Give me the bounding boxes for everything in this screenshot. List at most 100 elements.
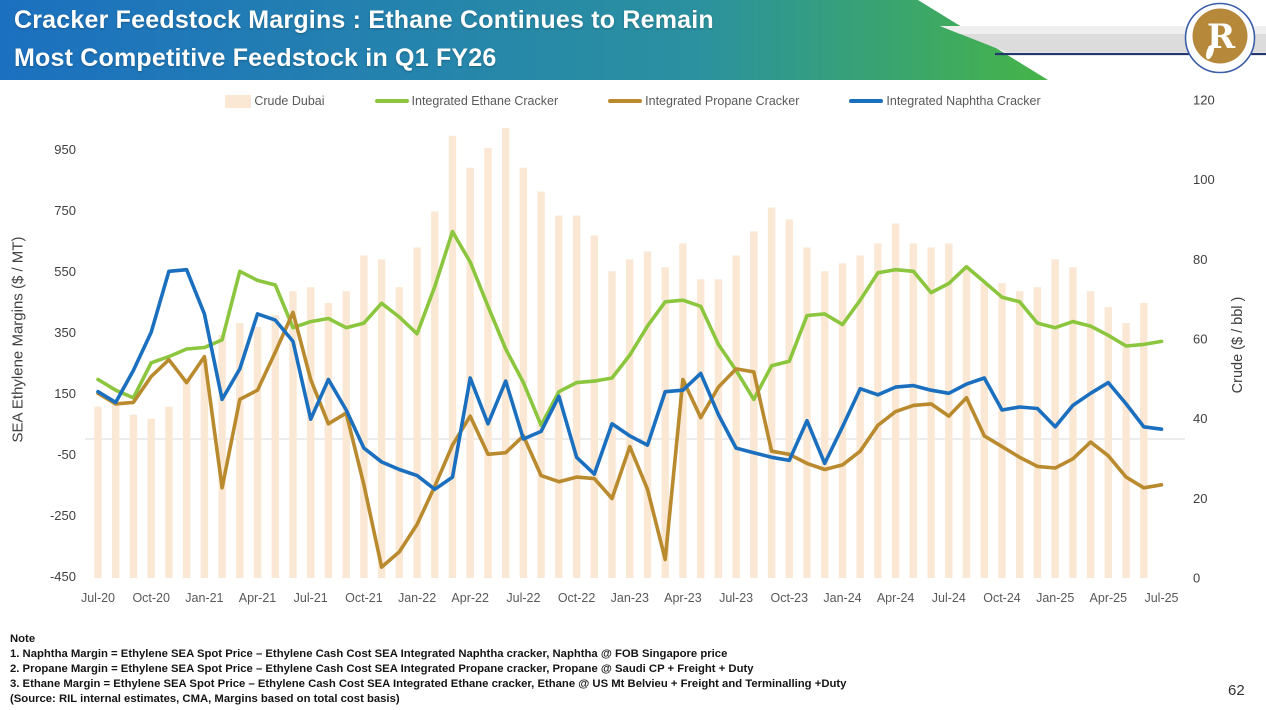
- legend-item-crude-dubai: Crude Dubai: [225, 94, 325, 108]
- crude-bar: [998, 283, 1006, 578]
- crude-bar: [377, 259, 386, 578]
- x-axis-label: Jul-25: [1144, 591, 1178, 605]
- crude-bar: [891, 223, 900, 578]
- crude-bar: [679, 243, 687, 578]
- x-axis-labels: Jul-20 Oct-20 Jan-21 Apr-21 Jul-21 Oct-21 Jan-…: [81, 591, 1179, 605]
- crude-bar: [182, 378, 191, 578]
- x-axis-label: Apr-25: [1090, 591, 1128, 605]
- legend-label: Integrated Naphtha Cracker: [886, 94, 1041, 108]
- integrated-propane-cracker-line: [96, 310, 1164, 569]
- x-axis-label: Apr-22: [451, 591, 489, 605]
- crude-bar: [1069, 267, 1077, 578]
- note-line-2: 2. Propane Margin = Ethylene SEA Spot Pr…: [10, 663, 754, 675]
- page-title-line1: Cracker Feedstock Margins : Ethane Conti…: [14, 6, 714, 34]
- x-axis-label: Jul-20: [81, 591, 115, 605]
- crude-bar: [590, 235, 598, 578]
- crude-bar: [218, 335, 226, 578]
- x-axis-label: Jan-21: [185, 591, 223, 605]
- right-axis-ticks: 120 100 80 60 40 20 0: [1193, 93, 1215, 586]
- left-axis-tick: 950: [54, 142, 76, 157]
- legend-label: Integrated Propane Cracker: [645, 94, 800, 108]
- crude-bar: [1140, 303, 1148, 578]
- right-axis-tick: 0: [1193, 571, 1200, 586]
- chart-legend: Crude Dubai Integrated Ethane Cracker In…: [0, 90, 1266, 112]
- crude-bar: [1016, 291, 1024, 578]
- crude-bar: [838, 263, 847, 578]
- left-axis-tick: -450: [50, 569, 76, 584]
- right-axis-tick: 80: [1193, 252, 1207, 267]
- legend-label: Integrated Ethane Cracker: [411, 94, 559, 108]
- page-number: 62: [1228, 682, 1245, 699]
- x-axis-label: Jan-25: [1036, 591, 1074, 605]
- crude-bar: [767, 207, 776, 578]
- ethane-line-swatch-icon: [374, 98, 409, 104]
- crude-bar: [413, 247, 421, 578]
- legend-item-naphtha: Integrated Naphtha Cracker: [849, 94, 1041, 108]
- crude-bar: [1104, 307, 1112, 578]
- legend-item-ethane: Integrated Ethane Cracker: [374, 94, 559, 108]
- crude-bar: [271, 315, 279, 578]
- crude-bar: [448, 135, 457, 579]
- crude-bar: [502, 127, 510, 579]
- crude-bar: [732, 255, 740, 578]
- x-axis-label: Jan-24: [823, 591, 861, 605]
- crude-bar: [714, 279, 723, 579]
- x-axis-label: Jul-22: [506, 591, 540, 605]
- x-axis-label: Oct-23: [771, 591, 809, 605]
- left-axis-tick: -250: [50, 508, 76, 523]
- crude-bar: [360, 255, 368, 578]
- crude-bar: [395, 287, 403, 578]
- note-line-1: 1. Naphtha Margin = Ethylene SEA Spot Pr…: [10, 648, 728, 660]
- crude-bar: [1033, 287, 1042, 578]
- naphtha-line-swatch-icon: [849, 98, 884, 104]
- crude-bar: [697, 279, 705, 579]
- crude-bar: [980, 283, 988, 578]
- header-banner: [0, 0, 1048, 80]
- crude-bar: [537, 191, 545, 578]
- crude-bar: [129, 414, 138, 578]
- crude-bar: [572, 215, 581, 578]
- crude-bar: [945, 243, 953, 578]
- right-axis-tick: 40: [1193, 411, 1207, 426]
- crude-bar: [785, 219, 793, 578]
- x-axis-label: Apr-23: [664, 591, 702, 605]
- x-axis-label: Apr-24: [877, 591, 915, 605]
- left-axis-ticks: 950 750 550 350 150 -50 -250 -450: [50, 142, 76, 584]
- crude-bar: [1086, 291, 1095, 578]
- legend-item-propane: Integrated Propane Cracker: [608, 94, 799, 108]
- right-axis-tick: 60: [1193, 332, 1207, 347]
- propane-line-swatch-icon: [608, 98, 643, 104]
- crude-bar: [856, 255, 864, 578]
- crude-bar: [307, 287, 315, 578]
- legend-label: Crude Dubai: [254, 94, 325, 108]
- x-axis-label: Oct-20: [132, 591, 170, 605]
- ril-logo: R: [1184, 2, 1256, 74]
- silver-band-highlight: [940, 26, 1266, 34]
- crude-bar: [289, 291, 297, 578]
- header-decoration: R: [940, 2, 1266, 74]
- crude-dubai-swatch-icon: [225, 94, 252, 108]
- x-axis-label: Oct-22: [558, 591, 596, 605]
- left-axis-tick: 350: [54, 325, 76, 340]
- crude-bar: [661, 267, 669, 578]
- x-axis-label: Jul-23: [719, 591, 753, 605]
- left-axis-tick: 550: [54, 264, 76, 279]
- crude-bar: [909, 243, 917, 578]
- crude-bar: [927, 247, 935, 578]
- note-line-3: 3. Ethane Margin = Ethylene SEA Spot Pri…: [10, 678, 847, 690]
- x-axis-label: Jan-22: [398, 591, 436, 605]
- crude-bar: [484, 147, 492, 579]
- crude-bar: [165, 406, 173, 578]
- crude-bar: [803, 247, 811, 578]
- x-axis-label: Apr-21: [239, 591, 277, 605]
- footnotes: Note 1. Naphtha Margin = Ethylene SEA Sp…: [10, 632, 1110, 707]
- right-axis-tick: 20: [1193, 491, 1207, 506]
- note-title: Note: [10, 633, 36, 645]
- crude-bar: [962, 267, 971, 578]
- combo-chart: 950 750 550 350 150 -50 -250 -450 120 100 80 60 40 20…: [50, 93, 1215, 606]
- crude-bar: [466, 167, 474, 578]
- crude-bar: [643, 251, 652, 578]
- integrated-ethane-cracker-line: [96, 229, 1164, 428]
- crude-bar: [112, 402, 120, 578]
- crude-bar: [431, 211, 439, 578]
